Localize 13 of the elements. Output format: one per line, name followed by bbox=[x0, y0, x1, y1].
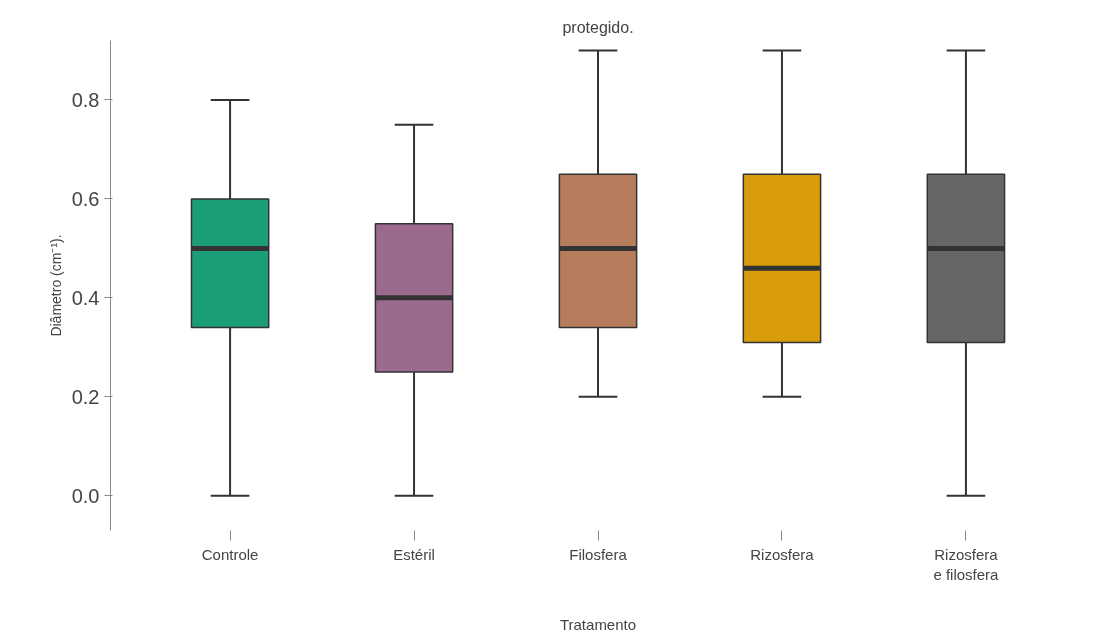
x-tick-label: Filosfera bbox=[569, 545, 628, 563]
y-tick-label: 0.4 bbox=[71, 286, 100, 309]
x-tick-label: Rizosfera bbox=[750, 545, 815, 563]
x-tick-label: Controle bbox=[201, 545, 259, 563]
y-tick-label: 0.8 bbox=[71, 88, 100, 111]
x-tick-label: Estéril bbox=[393, 545, 435, 563]
x-axis-title: Tratamento bbox=[559, 615, 637, 633]
y-tick-label: 0.0 bbox=[71, 484, 100, 507]
y-axis-title: Diâmetro (cm⁻¹). bbox=[47, 234, 64, 337]
y-tick-label: 0.6 bbox=[71, 187, 100, 210]
chart-title: protegido. bbox=[562, 18, 634, 36]
y-tick-label: 0.2 bbox=[71, 385, 100, 408]
x-tick-label: Rizosfera e filosfera bbox=[933, 545, 1000, 583]
